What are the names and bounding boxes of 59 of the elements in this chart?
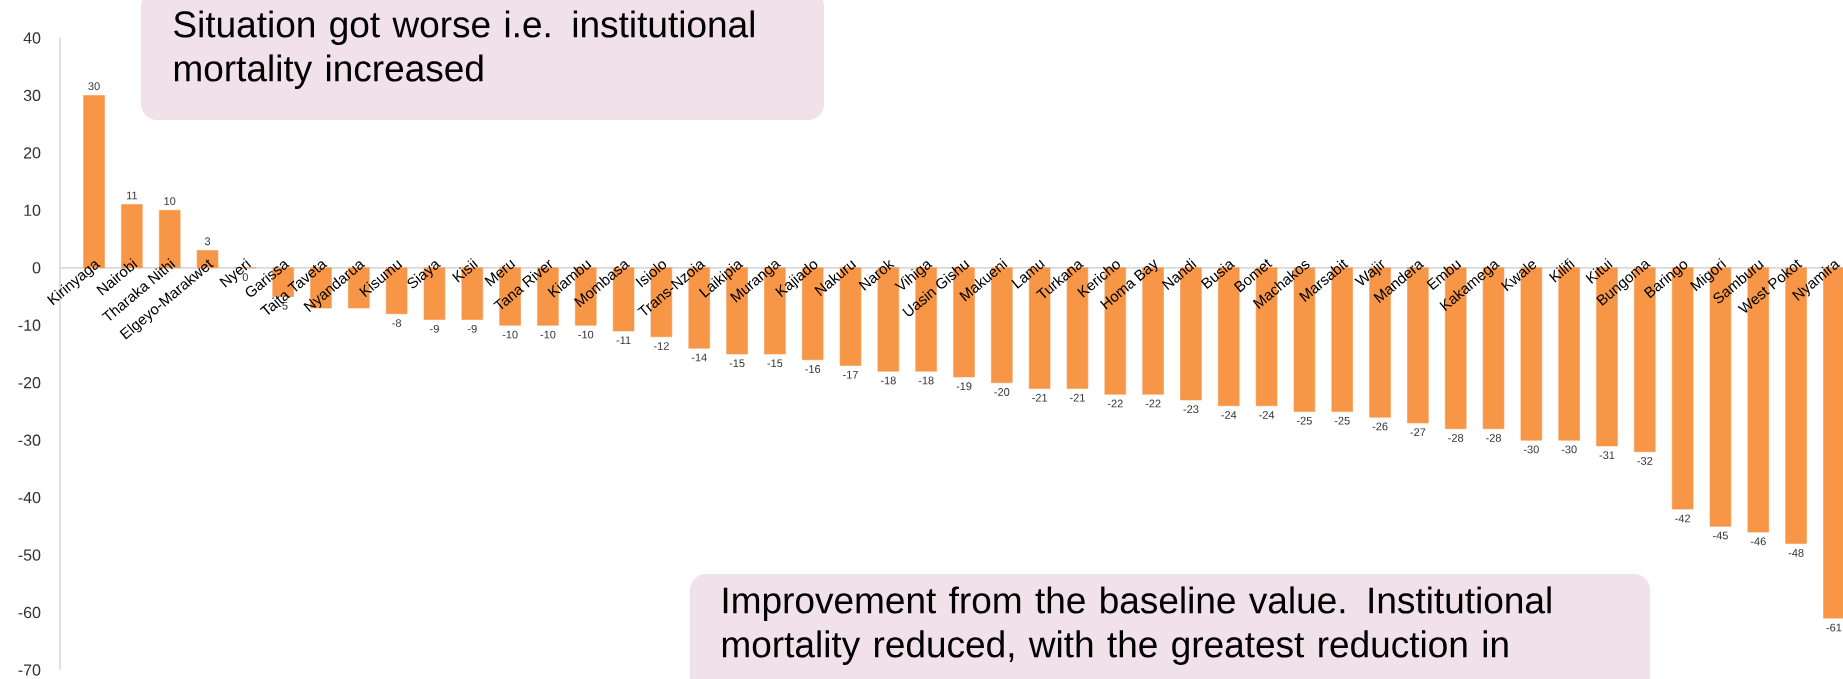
data-label: -24 [1221,411,1237,419]
y-tick-label: -20 [18,377,41,389]
data-label: -15 [729,359,745,368]
data-label: 30 [88,82,100,91]
data-label: -45 [1713,531,1728,540]
y-tick-label: 40 [23,32,41,44]
y-tick-label: 0 [32,262,41,274]
data-label: -31 [1599,451,1615,460]
data-label: -24 [1259,411,1275,419]
y-tick-label: -30 [18,434,41,446]
data-label: -14 [691,353,707,362]
data-label: -27 [1410,428,1426,437]
y-tick-label: -10 [18,319,41,331]
annotation: Improvement from the baseline value. Institutional mortality reduced, with the greatest reduction in [722,586,1551,665]
data-label: -23 [1183,405,1199,414]
data-label: -17 [843,370,858,379]
data-label: -11 [616,336,631,344]
y-tick-label: -60 [18,606,41,619]
data-label: -15 [767,359,783,368]
data-label: -21 [1032,393,1048,402]
data-label: -9 [430,324,439,333]
data-label: -22 [1145,399,1161,408]
data-label: -12 [653,342,669,350]
data-label: -19 [956,382,972,391]
data-label: -10 [502,330,518,339]
annotation: Situation got worse i.e. institutional mortality increased [174,10,754,89]
data-label: -20 [994,388,1010,396]
data-label: -8 [392,319,402,327]
y-tick-label: 10 [24,204,41,217]
data-label: 11 [127,191,138,200]
data-label: -21 [1070,393,1085,402]
data-label: -26 [1372,422,1388,431]
data-label: -9 [467,324,477,333]
data-label: -32 [1637,457,1653,465]
x-tick-label: Kisii [452,258,478,283]
data-label: -48 [1788,548,1804,557]
x-tick-label: Kilifi [1548,258,1575,283]
data-label: -10 [578,330,594,339]
data-label: -28 [1486,434,1501,442]
y-tick-label: -40 [18,491,41,504]
data-label: -30 [1561,445,1577,454]
data-label: -25 [1296,416,1312,425]
data-label: -42 [1675,514,1691,523]
data-label: -10 [540,330,556,339]
data-label: -16 [805,365,821,373]
y-tick-label: -50 [18,549,41,561]
y-tick-label: 20 [23,147,41,159]
data-label: -18 [880,376,896,385]
data-label: -30 [1523,445,1539,454]
data-label: -25 [1334,416,1350,425]
data-label: -28 [1448,434,1464,442]
y-tick-label: -70 [18,664,41,676]
y-tick-label: 30 [23,89,41,102]
data-label: 10 [164,197,176,205]
data-label: -22 [1107,399,1123,408]
data-label: -18 [918,376,934,385]
data-label: -61 [1826,623,1842,632]
data-label: -46 [1750,537,1766,546]
data-label: 3 [204,237,211,246]
